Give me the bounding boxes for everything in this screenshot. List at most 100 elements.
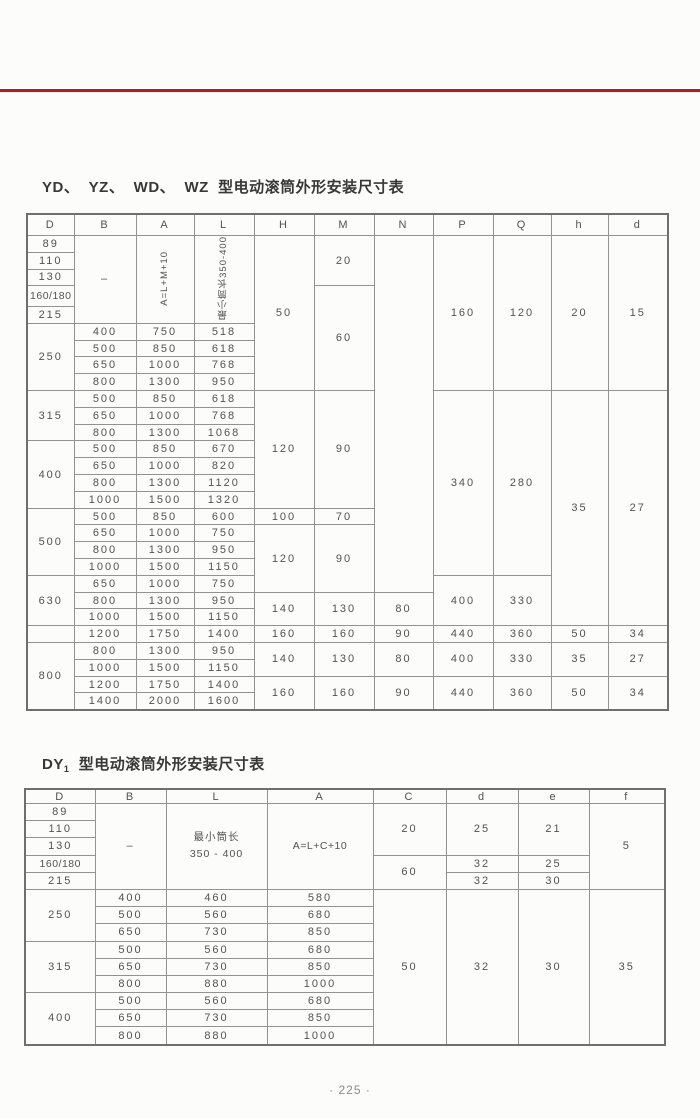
cell: 89 [24, 802, 96, 822]
cell: 400 [73, 322, 137, 341]
cell: 280 [492, 390, 552, 576]
cell: 1000 [266, 974, 374, 994]
cell: 850 [135, 507, 195, 526]
cell: 50 [253, 234, 315, 392]
cell: 680 [266, 940, 374, 959]
cell: A=L+C+10 [266, 803, 374, 890]
table2-title-subscript: 1 [63, 764, 70, 774]
cell: 800 [73, 642, 137, 660]
cell: – [94, 803, 167, 890]
cell: 850 [135, 440, 195, 459]
cell: 950 [193, 541, 255, 560]
cell: 27 [607, 390, 669, 627]
cell: 110 [26, 251, 75, 270]
cell: 680 [266, 992, 374, 1011]
cell: 1400 [193, 675, 255, 694]
cell: 60 [313, 285, 375, 392]
vertical-cell-text: A=L+M+10 [158, 250, 170, 306]
cell: 160 [432, 234, 494, 392]
cell: 330 [492, 642, 552, 677]
cell: 140 [253, 642, 315, 677]
cell: 1000 [73, 490, 137, 509]
cell: 250 [26, 322, 75, 392]
cell: 400 [24, 992, 96, 1046]
cell: 460 [165, 888, 268, 908]
cell: 800 [94, 974, 167, 994]
header-cell: B [94, 788, 167, 804]
vertical-cell-text: 最小筒长350-400 [217, 236, 229, 320]
cell: 800 [73, 373, 137, 392]
cell: 35 [550, 390, 609, 627]
header-cell: H [253, 213, 315, 236]
header-cell: f [588, 788, 666, 804]
cell: 1400 [193, 625, 255, 644]
cell: 315 [26, 390, 75, 442]
cell: 500 [26, 507, 75, 576]
cell: 1000 [73, 558, 137, 576]
cell: 130 [313, 591, 375, 627]
cell: 1150 [193, 608, 255, 627]
cell: 130 [313, 642, 375, 677]
header-cell: Q [492, 213, 552, 236]
cell: 1200 [73, 625, 137, 644]
cell: 120 [253, 524, 315, 593]
cell: 34 [607, 675, 669, 711]
cell: 27 [607, 642, 669, 677]
cell: 950 [193, 373, 255, 392]
cell: 1068 [193, 423, 255, 442]
cell: 950 [193, 591, 255, 610]
cell: 35 [588, 888, 666, 1046]
cell: 730 [165, 957, 268, 976]
cell: 440 [432, 675, 494, 711]
cell: 1120 [193, 474, 255, 492]
cell: 580 [266, 888, 374, 908]
cell: 500 [94, 940, 167, 959]
cell: 50 [372, 888, 447, 1046]
cell: 160/180 [24, 854, 96, 873]
cell: 750 [135, 322, 195, 341]
cell: 730 [165, 923, 268, 942]
cell: 800 [73, 423, 137, 442]
cell: 25 [445, 803, 519, 856]
cell: 518 [193, 322, 255, 341]
cell: 400 [432, 574, 494, 627]
cell: 215 [26, 306, 75, 324]
cell: 120 [253, 390, 315, 509]
cell: 1300 [135, 591, 195, 610]
header-cell: M [313, 213, 375, 236]
cell: 32 [445, 888, 519, 1046]
cell: 1000 [135, 356, 195, 375]
cell: 1320 [193, 490, 255, 509]
cell: 80 [373, 591, 434, 627]
header-cell: d [607, 213, 669, 236]
cell: 30 [517, 871, 590, 890]
cell: 768 [193, 356, 255, 375]
cell: – [73, 235, 137, 324]
cell: 560 [165, 992, 268, 1011]
cell: 650 [73, 406, 137, 425]
cell: 440 [432, 625, 494, 644]
cell: 5 [588, 803, 666, 890]
cell: 89 [26, 235, 75, 253]
cell: 130 [24, 837, 96, 856]
cell: 400 [432, 642, 494, 677]
cell: 880 [165, 974, 268, 994]
cell: 80 [373, 642, 434, 677]
cell: 250 [24, 888, 96, 942]
header-cell: h [550, 213, 609, 236]
cell: 160 [313, 625, 375, 644]
cell: 90 [313, 524, 375, 593]
cell: 50 [550, 675, 609, 711]
header-cell: P [432, 213, 494, 236]
cell: 400 [94, 888, 167, 908]
cell: 500 [73, 339, 137, 358]
cell: 500 [94, 906, 167, 925]
cell: 1600 [193, 692, 255, 711]
cell: 1300 [135, 474, 195, 492]
cell: 1500 [135, 490, 195, 509]
header-cell: D [26, 213, 75, 236]
cell: 1000 [73, 608, 137, 627]
cell: 560 [165, 940, 268, 959]
cell: 30 [517, 888, 590, 1046]
cell: 850 [266, 957, 374, 976]
